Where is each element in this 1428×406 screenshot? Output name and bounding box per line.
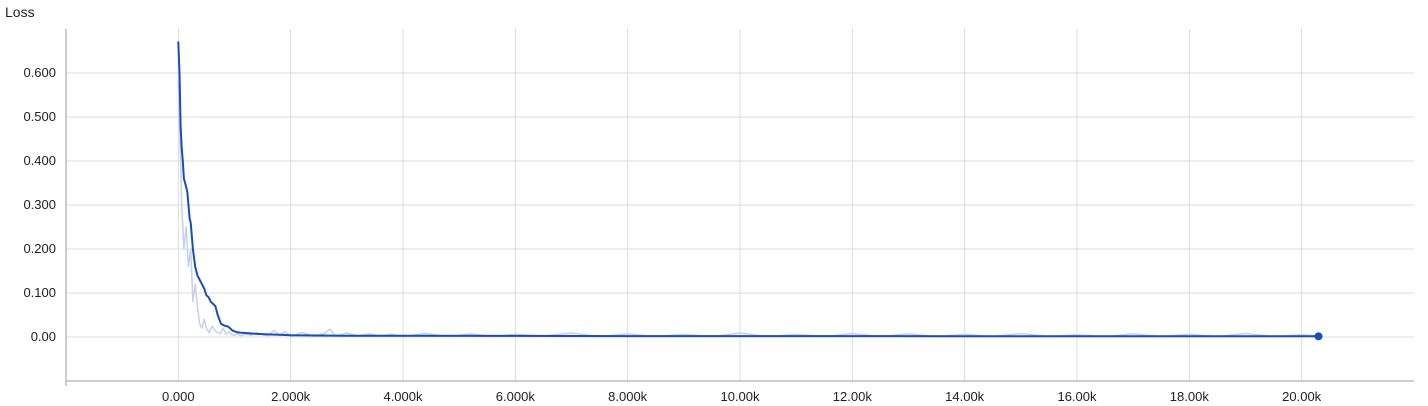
y-tick-label: 0.100 bbox=[23, 285, 56, 300]
y-tick-label: 0.200 bbox=[23, 241, 56, 256]
x-tick-label: 8.000k bbox=[608, 389, 648, 404]
grid-lines bbox=[66, 29, 1414, 381]
raw-loss-line bbox=[177, 81, 1320, 338]
chart-title: Loss bbox=[5, 4, 35, 20]
smoothed-loss-line bbox=[177, 41, 1320, 338]
y-tick-label: 0.600 bbox=[23, 65, 56, 80]
x-tick-label: 2.000k bbox=[271, 389, 311, 404]
x-tick-label: 4.000k bbox=[383, 389, 423, 404]
x-tick-label: 20.00k bbox=[1282, 389, 1322, 404]
last-point-marker bbox=[1314, 332, 1323, 341]
x-tick-label: 12.00k bbox=[833, 389, 873, 404]
tick-labels: 0.00 0.100 0.200 0.300 0.400 0.500 0.600 0.000 2… bbox=[23, 65, 1321, 404]
y-tick-label: 0.400 bbox=[23, 153, 56, 168]
x-tick-label: 16.00k bbox=[1057, 389, 1097, 404]
y-tick-label: 0.300 bbox=[23, 197, 56, 212]
y-tick-label: 0.00 bbox=[31, 329, 56, 344]
axes bbox=[65, 29, 1414, 386]
series-lines bbox=[177, 41, 1323, 341]
x-tick-label: 0.000 bbox=[162, 389, 195, 404]
y-tick-label: 0.500 bbox=[23, 109, 56, 124]
x-tick-label: 18.00k bbox=[1170, 389, 1210, 404]
x-tick-label: 10.00k bbox=[720, 389, 760, 404]
x-tick-label: 14.00k bbox=[945, 389, 985, 404]
x-tick-label: 6.000k bbox=[496, 389, 536, 404]
